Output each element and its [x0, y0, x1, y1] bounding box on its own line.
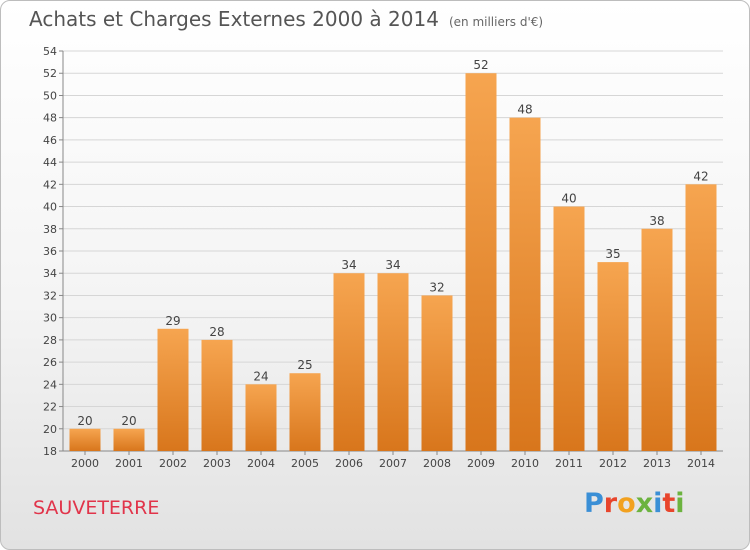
bar: [69, 428, 101, 451]
chart-subtitle: (en milliers d'€): [448, 15, 544, 29]
data-label: 34: [341, 258, 356, 272]
data-label: 35: [605, 247, 620, 261]
logo-letter: t: [662, 488, 676, 519]
bar: [685, 184, 717, 452]
chart-title: Achats et Charges Externes 2000 à 2014 (e…: [29, 7, 543, 31]
bar: [333, 273, 365, 451]
x-tick-label: 2014: [687, 457, 715, 470]
y-tick-label: 42: [43, 178, 57, 191]
x-tick-label: 2004: [247, 457, 275, 470]
x-tick-label: 2012: [599, 457, 627, 470]
y-tick-label: 38: [43, 223, 57, 236]
x-tick-label: 2002: [159, 457, 187, 470]
data-label: 34: [385, 258, 400, 272]
x-tick-label: 2001: [115, 457, 143, 470]
y-tick-label: 18: [43, 445, 57, 458]
y-tick-label: 22: [43, 401, 57, 414]
bar: [289, 373, 321, 451]
logo-letter: i: [675, 488, 685, 519]
x-tick-label: 2009: [467, 457, 495, 470]
chart-title-text: Achats et Charges Externes 2000 à 2014: [29, 7, 439, 31]
bar: [509, 117, 541, 452]
y-tick-label: 32: [43, 289, 57, 302]
data-label: 32: [429, 280, 444, 294]
data-label: 28: [209, 325, 224, 339]
data-label: 20: [77, 414, 92, 428]
data-label: 29: [165, 314, 180, 328]
y-tick-label: 48: [43, 112, 57, 125]
x-tick-label: 2008: [423, 457, 451, 470]
x-tick-label: 2000: [71, 457, 99, 470]
y-tick-label: 30: [43, 312, 57, 325]
y-tick-label: 20: [43, 423, 57, 436]
bar: [641, 228, 673, 451]
x-tick-label: 2011: [555, 457, 583, 470]
data-label: 25: [297, 358, 312, 372]
y-tick-label: 34: [43, 267, 57, 280]
logo-letter: r: [603, 488, 618, 519]
bar: [553, 206, 585, 451]
bar: [377, 273, 409, 451]
logo-letter: x: [635, 488, 654, 519]
y-tick-label: 54: [43, 45, 57, 58]
bar: [597, 262, 629, 451]
data-label: 42: [693, 169, 708, 183]
bar: [421, 295, 453, 451]
data-label: 38: [649, 214, 664, 228]
commune-label: SAUVETERRE: [33, 497, 160, 519]
y-tick-label: 36: [43, 245, 57, 258]
data-label: 48: [517, 103, 532, 117]
logo-letter: i: [653, 488, 663, 519]
logo-letter: P: [584, 488, 604, 519]
data-label: 24: [253, 369, 268, 383]
y-tick-label: 52: [43, 67, 57, 80]
proxiti-logo: Proxiti: [584, 488, 685, 519]
y-tick-label: 46: [43, 134, 57, 147]
bar: [157, 328, 189, 451]
bar: [465, 73, 497, 451]
x-tick-label: 2010: [511, 457, 539, 470]
y-tick-label: 24: [43, 378, 57, 391]
bar: [201, 339, 233, 451]
x-tick-label: 2003: [203, 457, 231, 470]
bar: [245, 384, 277, 451]
data-label: 40: [561, 192, 576, 206]
x-tick-label: 2006: [335, 457, 363, 470]
x-tick-label: 2013: [643, 457, 671, 470]
y-tick-label: 40: [43, 201, 57, 214]
data-label: 20: [121, 414, 136, 428]
logo-letter: o: [617, 488, 636, 519]
x-tick-label: 2005: [291, 457, 319, 470]
y-tick-label: 50: [43, 89, 57, 102]
data-label: 52: [473, 58, 488, 72]
y-tick-label: 44: [43, 156, 57, 169]
bar: [113, 428, 145, 451]
y-tick-label: 28: [43, 334, 57, 347]
x-tick-label: 2007: [379, 457, 407, 470]
y-tick-label: 26: [43, 356, 57, 369]
